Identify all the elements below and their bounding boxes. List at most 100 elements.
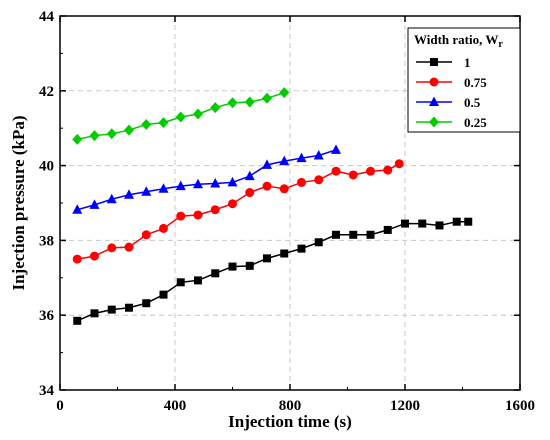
- data-point: [244, 96, 255, 108]
- data-point: [331, 166, 341, 176]
- data-point: [228, 262, 237, 271]
- data-point: [262, 159, 272, 169]
- data-point: [159, 223, 168, 233]
- data-point: [228, 199, 237, 209]
- data-point: [210, 205, 220, 215]
- legend-marker: [429, 77, 439, 87]
- data-point: [193, 108, 203, 120]
- y-axis-title: Injection pressure (kPa): [9, 115, 28, 290]
- y-tick-label: 36: [39, 308, 55, 324]
- series-0.25: [72, 87, 290, 145]
- data-point: [435, 221, 444, 230]
- data-point: [125, 303, 133, 312]
- x-tick-label: 0: [56, 398, 64, 414]
- data-point: [211, 269, 220, 278]
- legend-label: 1: [464, 55, 471, 70]
- legend: Width ratio, Wr 1 0.75 0.5 0.25: [407, 27, 521, 133]
- data-point: [366, 166, 375, 176]
- data-point: [158, 183, 169, 193]
- y-tick-label: 38: [39, 233, 54, 249]
- legend-marker: [429, 116, 439, 128]
- legend-marker: [429, 96, 439, 106]
- data-point: [72, 204, 83, 214]
- series-layer: [72, 87, 473, 325]
- series-1: [73, 217, 473, 325]
- legend-item: 0.25: [416, 115, 487, 130]
- data-point: [193, 210, 203, 220]
- data-point: [245, 261, 254, 270]
- series-line: [77, 149, 337, 211]
- data-point: [262, 181, 272, 191]
- data-point: [106, 193, 117, 204]
- data-point: [279, 155, 290, 166]
- data-point: [73, 316, 82, 325]
- data-point: [124, 242, 134, 252]
- legend-label: 0.5: [464, 95, 481, 110]
- data-point: [418, 219, 427, 228]
- data-point: [124, 189, 134, 199]
- data-point: [383, 165, 393, 175]
- data-point: [279, 87, 290, 99]
- data-point: [90, 251, 99, 261]
- x-tick-label: 400: [164, 398, 187, 414]
- data-point: [244, 170, 255, 181]
- data-point: [107, 243, 117, 253]
- data-point: [280, 249, 289, 258]
- data-point: [193, 178, 203, 189]
- legend-items: 1 0.75 0.5 0.25: [416, 55, 487, 130]
- data-point: [89, 199, 100, 209]
- data-point: [296, 152, 307, 163]
- data-point: [314, 175, 324, 185]
- data-point: [332, 230, 340, 239]
- data-point: [331, 144, 341, 154]
- data-point: [394, 159, 404, 169]
- data-point: [349, 230, 358, 239]
- data-point: [227, 97, 238, 109]
- data-point: [279, 184, 289, 194]
- data-point: [142, 299, 151, 308]
- y-tick-label: 40: [39, 159, 54, 175]
- data-point: [210, 178, 221, 188]
- data-point: [314, 238, 323, 247]
- data-point: [401, 219, 409, 228]
- data-point: [210, 102, 221, 114]
- data-point: [263, 254, 271, 263]
- data-point: [176, 211, 186, 221]
- data-point: [366, 230, 375, 239]
- x-tick-label: 1200: [390, 398, 420, 414]
- data-point: [313, 150, 324, 160]
- data-point: [72, 254, 82, 264]
- x-tick-label: 1600: [505, 398, 535, 414]
- data-point: [227, 176, 238, 187]
- data-point: [175, 111, 186, 123]
- data-point: [176, 278, 185, 287]
- data-point: [452, 217, 461, 226]
- x-axis-title: Injection time (s): [228, 412, 352, 431]
- legend-title: Width ratio, Wr: [414, 32, 503, 50]
- data-point: [297, 177, 306, 187]
- legend-title-subscript: r: [498, 39, 503, 50]
- legend-label: 0.75: [464, 75, 487, 90]
- data-point: [383, 225, 392, 234]
- data-point: [106, 128, 117, 140]
- series-0.5: [72, 144, 341, 214]
- data-point: [464, 217, 473, 226]
- data-point: [141, 118, 152, 130]
- y-tick-label: 44: [39, 9, 55, 25]
- data-point: [107, 305, 116, 314]
- data-point: [348, 170, 358, 180]
- series-0.75: [72, 159, 404, 264]
- data-point: [90, 309, 99, 318]
- data-point: [72, 133, 83, 145]
- data-point: [175, 180, 186, 191]
- y-tick-label: 42: [39, 84, 54, 100]
- legend-box: [407, 27, 521, 133]
- legend-marker: [430, 58, 438, 66]
- data-point: [245, 188, 255, 198]
- series-line: [76, 220, 469, 322]
- y-tick-label: 34: [39, 383, 55, 399]
- legend-item: 1: [416, 55, 471, 70]
- data-point: [124, 124, 134, 136]
